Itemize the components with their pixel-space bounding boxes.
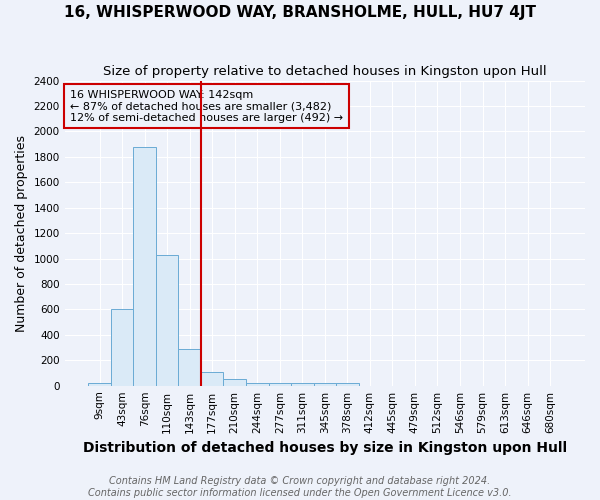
Y-axis label: Number of detached properties: Number of detached properties bbox=[15, 134, 28, 332]
X-axis label: Distribution of detached houses by size in Kingston upon Hull: Distribution of detached houses by size … bbox=[83, 441, 567, 455]
Text: 16 WHISPERWOOD WAY: 142sqm
← 87% of detached houses are smaller (3,482)
12% of s: 16 WHISPERWOOD WAY: 142sqm ← 87% of deta… bbox=[70, 90, 343, 123]
Bar bbox=[178, 349, 201, 386]
Text: 16, WHISPERWOOD WAY, BRANSHOLME, HULL, HU7 4JT: 16, WHISPERWOOD WAY, BRANSHOLME, HULL, H… bbox=[64, 5, 536, 20]
Bar bbox=[314, 383, 336, 386]
Bar bbox=[201, 372, 223, 386]
Bar bbox=[133, 146, 156, 386]
Bar bbox=[291, 383, 314, 386]
Bar bbox=[269, 383, 291, 386]
Bar bbox=[223, 380, 246, 386]
Text: Contains HM Land Registry data © Crown copyright and database right 2024.
Contai: Contains HM Land Registry data © Crown c… bbox=[88, 476, 512, 498]
Bar bbox=[246, 382, 269, 386]
Bar bbox=[111, 310, 133, 386]
Bar bbox=[156, 254, 178, 386]
Bar bbox=[88, 383, 111, 386]
Title: Size of property relative to detached houses in Kingston upon Hull: Size of property relative to detached ho… bbox=[103, 65, 547, 78]
Bar bbox=[336, 383, 359, 386]
